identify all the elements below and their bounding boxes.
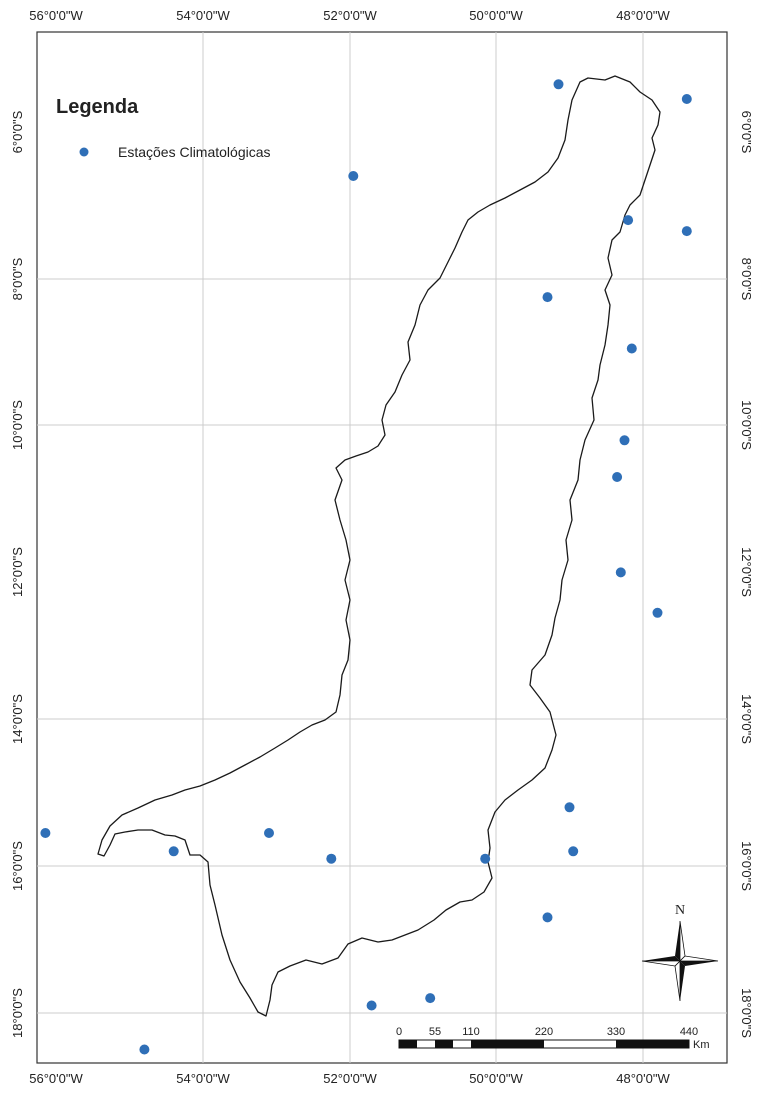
station-marker-22 [139, 1044, 150, 1055]
station-marker-2 [681, 94, 692, 104]
lon-label-56w-bottom: 56°0'0"W [29, 1071, 83, 1086]
scale-label-55: 55 [429, 1026, 441, 1038]
lon-label-54w-top: 54°0'0"W [176, 8, 230, 23]
lat-labels-right: 6°0'0"S 8°0'0"S 10°0'0"S 12°0'0"S 14°0'0… [739, 111, 754, 1039]
station-marker-1 [553, 79, 564, 90]
lat-label-14s-right: 14°0'0"S [739, 694, 754, 744]
north-arrow-icon: N [641, 903, 719, 1002]
station-marker-15 [168, 846, 179, 857]
station-marker-19 [542, 912, 553, 923]
station-marker-11 [652, 607, 663, 618]
station-marker-14 [564, 802, 575, 813]
lat-label-8s-right: 8°0'0"S [739, 258, 754, 301]
stations-layer [40, 79, 692, 1055]
lat-label-12s-left: 12°0'0"S [10, 547, 25, 597]
station-marker-21 [366, 1000, 377, 1011]
legend-title: Legenda [56, 96, 139, 118]
legend-item-label: Estações Climatológicas [118, 144, 271, 160]
lon-label-48w-bottom: 48°0'0"W [616, 1071, 670, 1086]
station-marker-12 [40, 828, 51, 838]
scale-label-110: 110 [462, 1026, 480, 1038]
lat-label-8s-left: 8°0'0"S [10, 257, 25, 300]
station-marker-17 [480, 853, 491, 864]
station-marker-3 [348, 171, 359, 181]
scale-label-0: 0 [396, 1026, 402, 1038]
station-marker-6 [542, 292, 553, 303]
north-label: N [675, 903, 685, 918]
lat-label-16s-left: 16°0'0"S [10, 841, 25, 891]
scale-unit: Km [693, 1039, 710, 1051]
lat-label-14s-left: 14°0'0"S [10, 694, 25, 744]
lon-label-50w-bottom: 50°0'0"W [469, 1071, 523, 1086]
station-marker-9 [612, 472, 623, 482]
station-marker-18 [568, 846, 579, 857]
lon-label-50w-top: 50°0'0"W [469, 8, 523, 23]
station-marker-4 [623, 215, 634, 226]
lon-label-52w-bottom: 52°0'0"W [323, 1071, 377, 1086]
lat-label-10s-left: 10°0'0"S [10, 400, 25, 450]
lon-label-52w-top: 52°0'0"W [323, 8, 377, 23]
scale-label-440: 440 [680, 1026, 698, 1038]
graticule [37, 32, 727, 1063]
lat-label-16s-right: 16°0'0"S [739, 841, 754, 891]
station-marker-10 [615, 567, 626, 578]
scale-label-330: 330 [607, 1026, 625, 1038]
scale-label-220: 220 [535, 1026, 553, 1038]
lat-label-6s-left: 6°0'0"S [10, 110, 25, 153]
lat-labels-left: 6°0'0"S 8°0'0"S 10°0'0"S 12°0'0"S 14°0'0… [10, 110, 25, 1038]
lon-labels-bottom: 56°0'0"W 54°0'0"W 52°0'0"W 50°0'0"W 48°0… [29, 1071, 670, 1086]
station-marker-20 [425, 993, 436, 1004]
lat-label-12s-right: 12°0'0"S [739, 547, 754, 597]
basin-boundary [97, 75, 661, 1017]
lon-label-54w-bottom: 54°0'0"W [176, 1071, 230, 1086]
map-frame [36, 31, 728, 1064]
lat-label-6s-right: 6°0'0"S [739, 111, 754, 154]
station-marker-8 [619, 435, 630, 446]
legend: Legenda Estações Climatológicas [56, 96, 271, 160]
lon-label-48w-top: 48°0'0"W [616, 8, 670, 23]
station-marker-7 [626, 343, 637, 354]
lat-label-18s-right: 18°0'0"S [739, 988, 754, 1038]
lat-label-10s-right: 10°0'0"S [739, 400, 754, 450]
scale-bar: 0 55 110 220 330 440 Km [396, 1026, 710, 1051]
legend-station-marker [79, 147, 89, 157]
station-marker-13 [264, 828, 274, 838]
lat-label-18s-left: 18°0'0"S [10, 988, 25, 1038]
station-marker-5 [681, 226, 692, 237]
lon-labels-top: 56°0'0"W 54°0'0"W 52°0'0"W 50°0'0"W 48°0… [29, 8, 670, 23]
station-marker-16 [326, 853, 337, 864]
lon-label-56w-top: 56°0'0"W [29, 8, 83, 23]
